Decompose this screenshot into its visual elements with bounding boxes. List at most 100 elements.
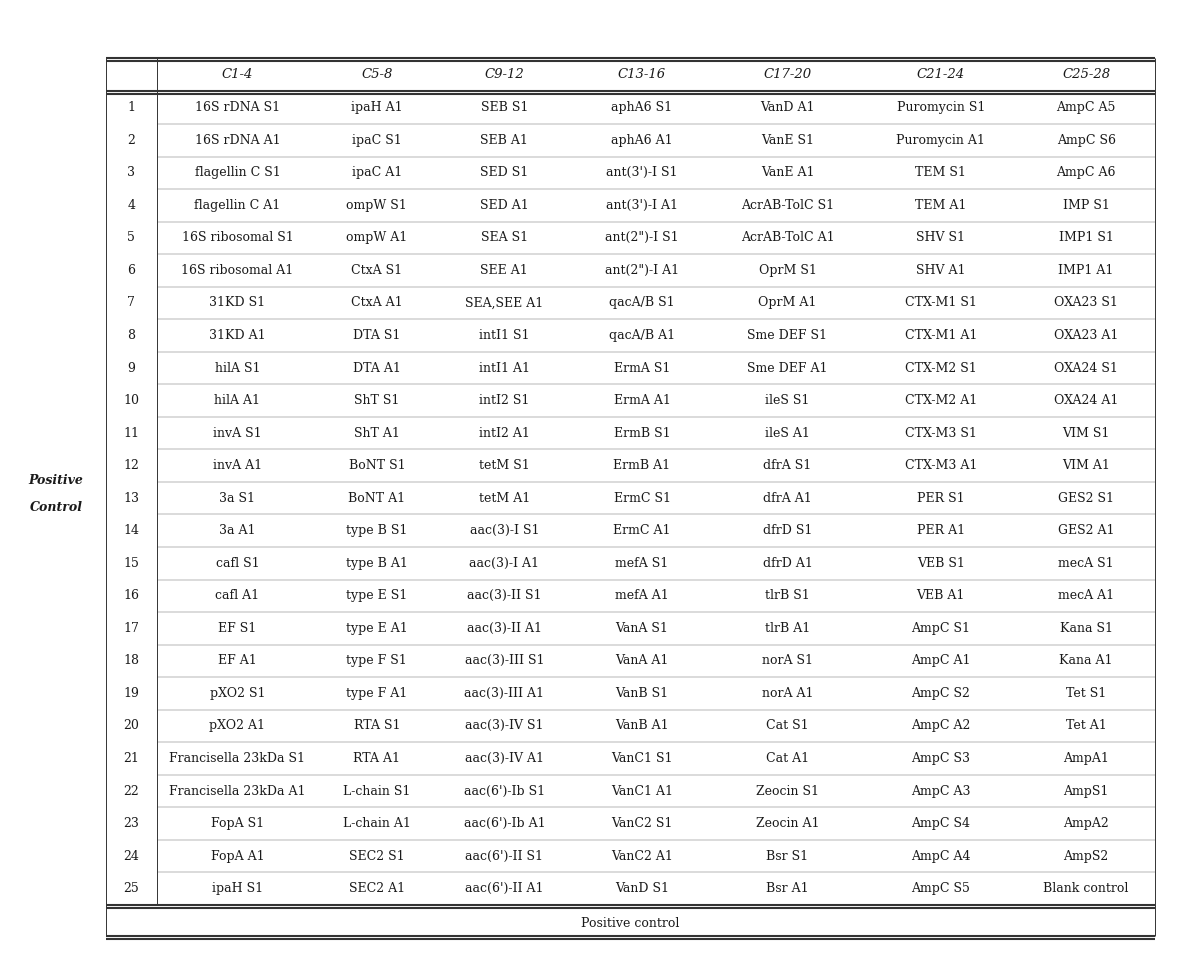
- Text: VIM A1: VIM A1: [1062, 459, 1110, 472]
- Text: VanD A1: VanD A1: [761, 101, 815, 114]
- Text: EF S1: EF S1: [218, 622, 256, 634]
- Text: flagellin C A1: flagellin C A1: [194, 198, 281, 212]
- Text: ErmA A1: ErmA A1: [614, 394, 671, 407]
- Text: SEB S1: SEB S1: [481, 101, 528, 114]
- Text: intI1 A1: intI1 A1: [478, 362, 530, 375]
- Text: CTX-M1 S1: CTX-M1 S1: [905, 297, 977, 309]
- Text: Control: Control: [30, 501, 83, 515]
- Text: IMP S1: IMP S1: [1063, 198, 1110, 212]
- Text: invA A1: invA A1: [213, 459, 262, 472]
- Text: SED S1: SED S1: [481, 166, 528, 179]
- Text: 1: 1: [128, 101, 136, 114]
- Text: dfrA S1: dfrA S1: [763, 459, 811, 472]
- Text: mefA A1: mefA A1: [615, 590, 668, 602]
- Text: 18: 18: [124, 655, 139, 667]
- Text: Sme DEF A1: Sme DEF A1: [748, 362, 828, 375]
- Text: AmpS2: AmpS2: [1064, 849, 1109, 863]
- Text: hilA A1: hilA A1: [215, 394, 260, 407]
- Text: cafl S1: cafl S1: [216, 557, 259, 570]
- Text: CTX-M2 S1: CTX-M2 S1: [905, 362, 977, 375]
- Text: aac(3)-III S1: aac(3)-III S1: [464, 655, 544, 667]
- Text: Positive: Positive: [28, 474, 84, 487]
- Text: 19: 19: [124, 687, 139, 700]
- Text: AmpC A4: AmpC A4: [911, 849, 971, 863]
- Text: 2: 2: [128, 133, 136, 147]
- Text: AmpC A5: AmpC A5: [1057, 101, 1116, 114]
- Text: 3a A1: 3a A1: [220, 524, 255, 537]
- Text: Puromycin S1: Puromycin S1: [896, 101, 985, 114]
- Text: C17-20: C17-20: [763, 68, 811, 82]
- Text: type F A1: type F A1: [346, 687, 407, 700]
- Text: AmpC A3: AmpC A3: [911, 784, 971, 798]
- Text: VEB A1: VEB A1: [916, 590, 965, 602]
- Text: ipaC A1: ipaC A1: [352, 166, 402, 179]
- Text: AmpC S2: AmpC S2: [912, 687, 970, 700]
- Text: OXA23 A1: OXA23 A1: [1053, 329, 1118, 342]
- Text: OXA24 S1: OXA24 S1: [1055, 362, 1118, 375]
- Text: 21: 21: [124, 752, 139, 765]
- Text: ipaC S1: ipaC S1: [352, 133, 402, 147]
- Text: SED A1: SED A1: [479, 198, 529, 212]
- Text: DTA A1: DTA A1: [353, 362, 400, 375]
- Text: TEM A1: TEM A1: [915, 198, 966, 212]
- Text: aac(3)-III A1: aac(3)-III A1: [464, 687, 544, 700]
- Text: Francisella 23kDa A1: Francisella 23kDa A1: [169, 784, 306, 798]
- Text: Sme DEF S1: Sme DEF S1: [748, 329, 828, 342]
- Text: Tet A1: Tet A1: [1065, 719, 1107, 733]
- Text: VanB A1: VanB A1: [615, 719, 668, 733]
- Text: Puromycin A1: Puromycin A1: [896, 133, 985, 147]
- Text: aac(3)-IV S1: aac(3)-IV S1: [465, 719, 543, 733]
- Text: C9-12: C9-12: [484, 68, 524, 82]
- Text: IMP1 A1: IMP1 A1: [1058, 264, 1114, 277]
- Text: 16: 16: [124, 590, 139, 602]
- Text: 7: 7: [128, 297, 136, 309]
- Text: VanA A1: VanA A1: [615, 655, 668, 667]
- Text: aac(6')-Ib S1: aac(6')-Ib S1: [464, 784, 544, 798]
- Text: SEC2 S1: SEC2 S1: [350, 849, 405, 863]
- Text: AcrAB-TolC S1: AcrAB-TolC S1: [740, 198, 834, 212]
- Text: tetM A1: tetM A1: [478, 491, 530, 505]
- Text: ipaH A1: ipaH A1: [351, 101, 403, 114]
- Text: GES2 S1: GES2 S1: [1058, 491, 1114, 505]
- Text: C1-4: C1-4: [222, 68, 253, 82]
- Text: VanD S1: VanD S1: [615, 883, 668, 895]
- Text: aac(3)-II A1: aac(3)-II A1: [466, 622, 542, 634]
- Text: intI1 S1: intI1 S1: [479, 329, 529, 342]
- Text: 12: 12: [124, 459, 139, 472]
- Text: ErmC A1: ErmC A1: [613, 524, 671, 537]
- Text: tetM S1: tetM S1: [479, 459, 530, 472]
- Text: 3a S1: 3a S1: [220, 491, 255, 505]
- Text: aac(6')-II A1: aac(6')-II A1: [465, 883, 543, 895]
- Text: Cat A1: Cat A1: [766, 752, 809, 765]
- Text: AmpA2: AmpA2: [1063, 817, 1109, 830]
- Text: 9: 9: [128, 362, 136, 375]
- Text: OprM S1: OprM S1: [758, 264, 816, 277]
- Text: norA A1: norA A1: [762, 687, 814, 700]
- Text: 8: 8: [128, 329, 136, 342]
- Text: intI2 S1: intI2 S1: [479, 394, 529, 407]
- Text: 23: 23: [124, 817, 139, 830]
- Text: SEA S1: SEA S1: [481, 232, 528, 244]
- Text: AmpC S6: AmpC S6: [1057, 133, 1116, 147]
- Text: ant(3')-I S1: ant(3')-I S1: [606, 166, 678, 179]
- Text: AmpC A2: AmpC A2: [911, 719, 971, 733]
- Text: CTX-M3 S1: CTX-M3 S1: [905, 426, 977, 440]
- Text: ompW S1: ompW S1: [346, 198, 407, 212]
- Text: 31KD A1: 31KD A1: [209, 329, 266, 342]
- Text: tlrB A1: tlrB A1: [765, 622, 810, 634]
- Text: aac(3)-II S1: aac(3)-II S1: [468, 590, 542, 602]
- Text: AmpC S5: AmpC S5: [912, 883, 970, 895]
- Text: VIM S1: VIM S1: [1063, 426, 1110, 440]
- Text: L-chain A1: L-chain A1: [342, 817, 411, 830]
- Text: CTX-M3 A1: CTX-M3 A1: [905, 459, 977, 472]
- Text: CtxA S1: CtxA S1: [351, 264, 403, 277]
- Text: mefA S1: mefA S1: [615, 557, 668, 570]
- Text: Bsr S1: Bsr S1: [766, 849, 809, 863]
- Text: 16S ribosomal A1: 16S ribosomal A1: [181, 264, 294, 277]
- Text: OXA23 S1: OXA23 S1: [1055, 297, 1118, 309]
- Text: Kana A1: Kana A1: [1059, 655, 1113, 667]
- Text: 6: 6: [128, 264, 136, 277]
- Text: pXO2 A1: pXO2 A1: [209, 719, 266, 733]
- Text: aphA6 S1: aphA6 S1: [612, 101, 673, 114]
- Text: AmpC S4: AmpC S4: [912, 817, 971, 830]
